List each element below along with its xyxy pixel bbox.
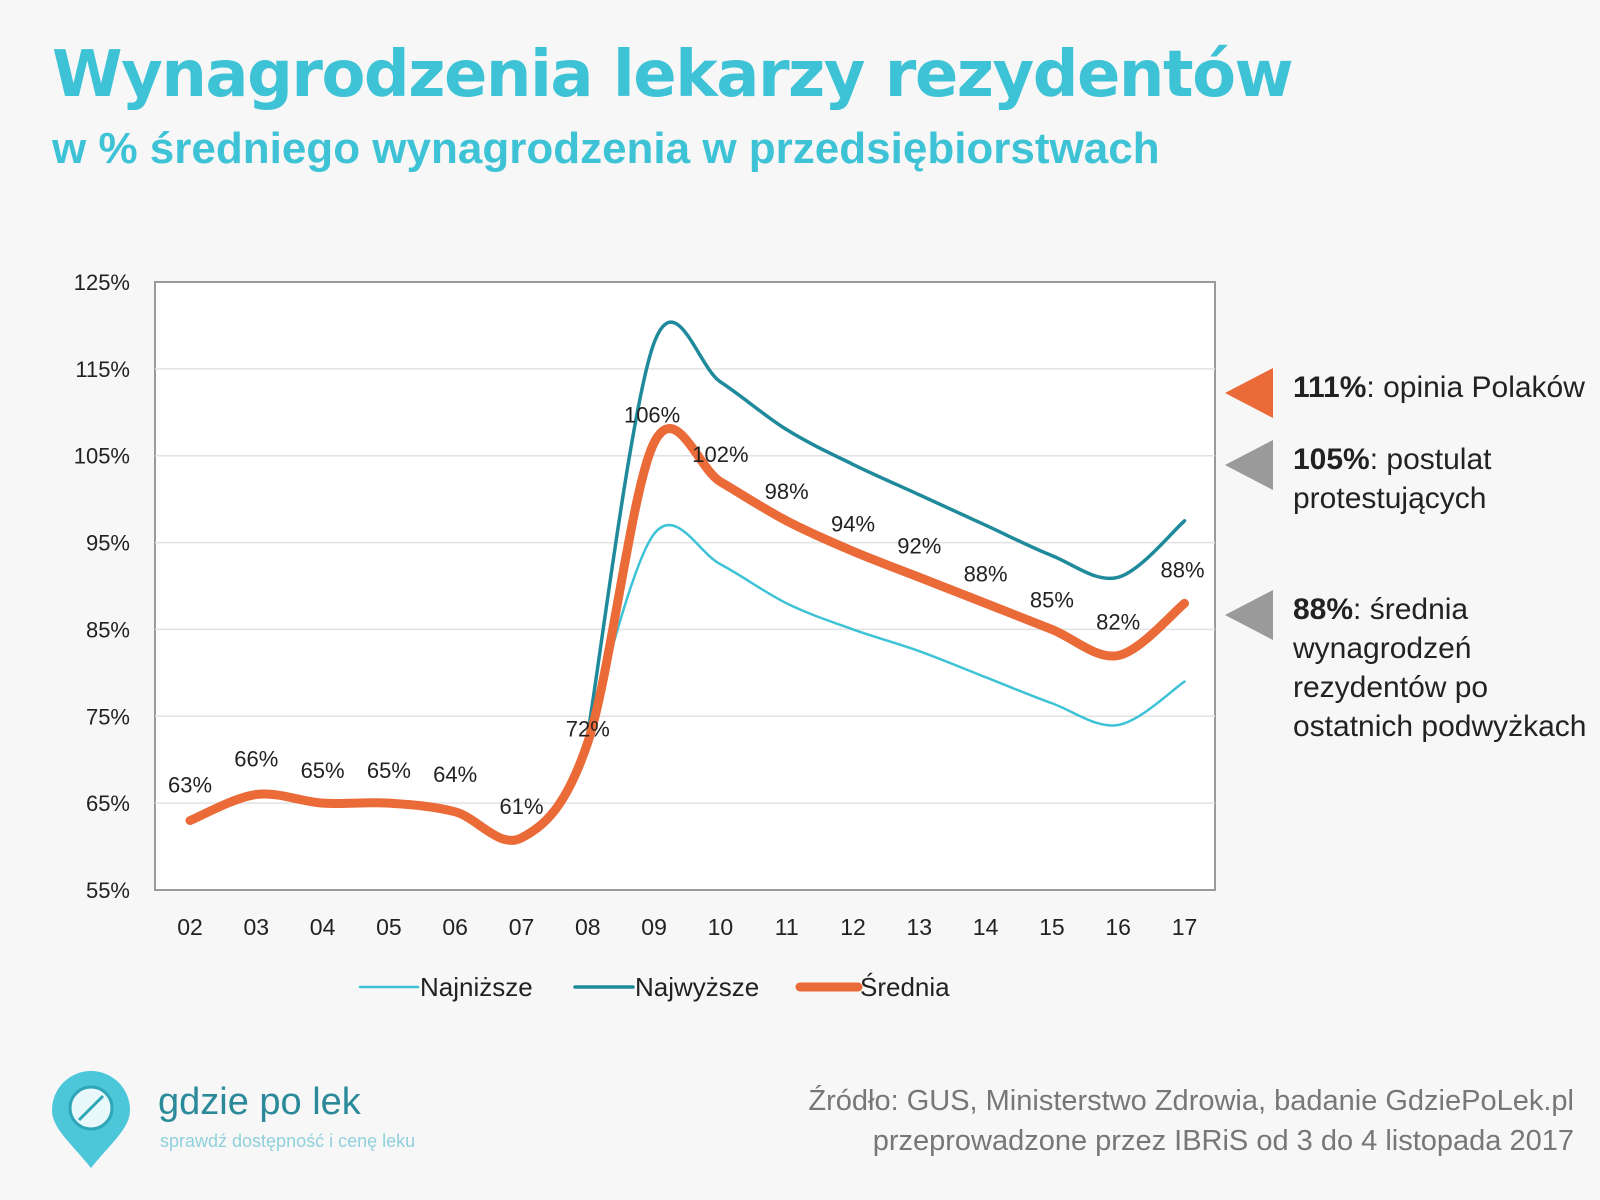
data-label: 72%: [566, 716, 610, 741]
x-tick-label: 08: [575, 914, 601, 940]
x-tick-label: 04: [310, 914, 336, 940]
series-line-highest: [586, 320, 1187, 736]
y-tick-label: 105%: [74, 444, 130, 469]
data-label: 64%: [433, 762, 477, 787]
x-tick-label: 02: [177, 914, 203, 940]
y-tick-label: 55%: [86, 878, 130, 903]
x-tick-label: 03: [244, 914, 270, 940]
y-tick-label: 65%: [86, 791, 130, 816]
x-tick-label: 16: [1105, 914, 1131, 940]
x-tick-label: 14: [973, 914, 999, 940]
series-line-average: [185, 424, 1189, 845]
x-tick-label: 09: [641, 914, 667, 940]
source-note: Źródło: GUS, Ministerstwo Zdrowia, badan…: [808, 1081, 1574, 1161]
source-line-1: Źródło: GUS, Ministerstwo Zdrowia, badan…: [808, 1085, 1574, 1117]
x-tick-label: 10: [708, 914, 734, 940]
callout-text: : średnia wynagrodzeń rezydentów po osta…: [1293, 593, 1587, 743]
callout-text: : postulat protestujących: [1293, 443, 1492, 515]
callout-value: 105%: [1293, 443, 1370, 476]
x-tick-label: 12: [840, 914, 866, 940]
plot-area: [154, 281, 1216, 891]
callout-value: 111%: [1293, 371, 1367, 404]
data-label: 98%: [765, 479, 809, 504]
data-label: 88%: [964, 561, 1008, 586]
y-tick-label: 115%: [75, 357, 130, 382]
data-label: 66%: [234, 746, 278, 771]
x-tick-label: 05: [376, 914, 402, 940]
data-label: 82%: [1096, 609, 1140, 634]
y-tick-label: 75%: [86, 704, 130, 729]
callout-value: 88%: [1293, 593, 1354, 626]
y-tick-label: 95%: [86, 531, 130, 556]
callout-arrow-orange: [1225, 368, 1273, 418]
x-tick-label: 13: [907, 914, 933, 940]
y-tick-label: 85%: [86, 617, 130, 642]
x-tick-label: 17: [1172, 914, 1198, 940]
y-tick-label: 125%: [74, 270, 130, 295]
legend-label: Najwyższe: [635, 972, 759, 1002]
data-label: 88%: [1160, 557, 1204, 582]
x-tick-label: 06: [442, 914, 468, 940]
data-label: 85%: [1030, 587, 1074, 612]
data-label: 94%: [831, 511, 875, 536]
x-tick-label: 11: [775, 914, 799, 940]
callout-arrow-gray: [1225, 440, 1273, 490]
chart-subtitle: w % średniego wynagrodzenia w przedsiębi…: [52, 124, 1160, 173]
logo-name: gdzie po lek: [158, 1081, 361, 1123]
data-label: 106%: [624, 403, 680, 428]
source-line-2: przeprowadzone przez IBRiS od 3 do 4 lis…: [872, 1125, 1574, 1157]
x-tick-label: 07: [509, 914, 535, 940]
legend-label: Najniższe: [420, 972, 533, 1002]
callout-text: : opinia Polaków: [1366, 371, 1585, 404]
data-label: 92%: [897, 533, 941, 558]
data-label: 61%: [499, 794, 543, 819]
line-chart: 55% 65% 75% 85% 95% 105% 115% 125% 02 03 04 05 06 07 0…: [74, 270, 1216, 1002]
data-label: 63%: [168, 773, 212, 798]
data-label: 102%: [692, 442, 748, 467]
series-line-lowest: [586, 524, 1186, 735]
legend-label: Średnia: [860, 972, 950, 1002]
data-label: 65%: [301, 758, 345, 783]
data-label: 65%: [367, 758, 411, 783]
logo-tagline: sprawdź dostępność i cenę leku: [160, 1131, 416, 1151]
callout-arrow-gray: [1225, 590, 1273, 640]
pill-pin-logo-icon: [52, 1071, 130, 1168]
x-tick-label: 15: [1039, 914, 1065, 940]
chart-title: Wynagrodzenia lekarzy rezydentów: [52, 38, 1294, 112]
